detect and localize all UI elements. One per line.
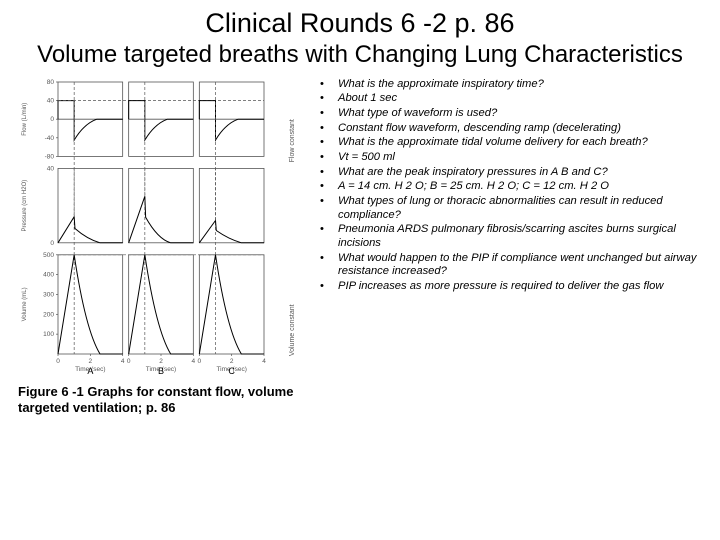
svg-text:0: 0 (50, 116, 54, 123)
svg-text:Flow constant: Flow constant (289, 119, 296, 162)
svg-text:300: 300 (43, 291, 54, 298)
svg-text:Volume (mL): Volume (mL) (22, 287, 28, 321)
bullet-item: What type of waveform is used? (304, 107, 702, 121)
content-row: Flow (L/min) Pressure (cm H2O) Volume (mL)… (18, 76, 702, 417)
svg-text:-40: -40 (45, 135, 55, 142)
svg-text:500: 500 (43, 252, 54, 259)
svg-text:4: 4 (121, 358, 125, 365)
svg-text:2: 2 (89, 358, 93, 365)
svg-text:40: 40 (47, 97, 55, 104)
bullet-list: What is the approximate inspiratory time… (304, 78, 702, 294)
svg-text:400: 400 (43, 271, 54, 278)
slide-title-1: Clinical Rounds 6 -2 p. 86 (18, 8, 702, 39)
bullet-item: A = 14 cm. H 2 O; B = 25 cm. H 2 O; C = … (304, 180, 702, 194)
svg-text:0: 0 (56, 358, 60, 365)
svg-text:0: 0 (127, 358, 131, 365)
bullet-item: What is the approximate inspiratory time… (304, 78, 702, 92)
svg-text:80: 80 (47, 79, 55, 86)
bullet-item: Constant flow waveform, descending ramp … (304, 122, 702, 136)
svg-text:100: 100 (43, 331, 54, 338)
svg-text:4: 4 (192, 358, 196, 365)
svg-text:Volume constant: Volume constant (289, 304, 296, 356)
bullet-item: What are the peak inspiratory pressures … (304, 166, 702, 180)
bullet-item: PIP increases as more pressure is requir… (304, 280, 702, 294)
bullet-item: About 1 sec (304, 92, 702, 106)
svg-text:0: 0 (50, 240, 54, 247)
bullet-item: What would happen to the PIP if complian… (304, 252, 702, 279)
svg-text:Pressure (cm H2O): Pressure (cm H2O) (22, 180, 28, 232)
svg-text:B: B (158, 366, 164, 376)
figure-column: Flow (L/min) Pressure (cm H2O) Volume (mL)… (18, 76, 298, 417)
waveform-figure: Flow (L/min) Pressure (cm H2O) Volume (mL)… (18, 76, 298, 376)
svg-text:2: 2 (230, 358, 234, 365)
svg-text:Flow (L/min): Flow (L/min) (22, 102, 28, 135)
bullet-item: Pneumonia ARDS pulmonary fibrosis/scarri… (304, 223, 702, 250)
svg-text:A: A (87, 366, 93, 376)
svg-text:0: 0 (198, 358, 202, 365)
svg-text:200: 200 (43, 311, 54, 318)
slide-title-2: Volume targeted breaths with Changing Lu… (18, 41, 702, 70)
bullet-item: What types of lung or thoracic abnormali… (304, 195, 702, 222)
figure-caption: Figure 6 -1 Graphs for constant flow, vo… (18, 384, 298, 417)
svg-text:-80: -80 (45, 153, 55, 160)
svg-text:4: 4 (262, 358, 266, 365)
svg-text:40: 40 (47, 165, 55, 172)
svg-text:C: C (228, 366, 235, 376)
svg-text:2: 2 (159, 358, 163, 365)
bullets-column: What is the approximate inspiratory time… (304, 76, 702, 417)
bullet-item: What is the approximate tidal volume del… (304, 136, 702, 150)
bullet-item: Vt = 500 ml (304, 151, 702, 165)
